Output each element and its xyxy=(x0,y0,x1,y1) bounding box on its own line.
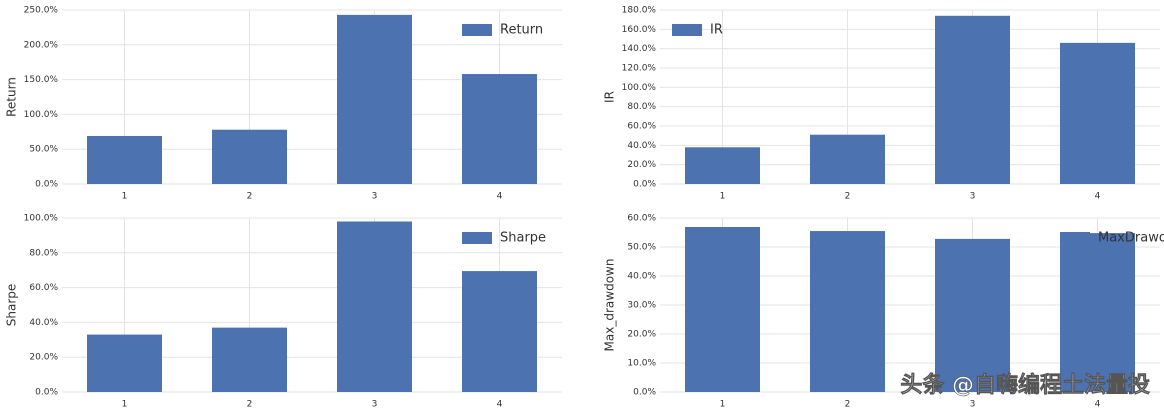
x-tick-label: 4 xyxy=(1095,192,1101,202)
bar xyxy=(810,134,885,184)
y-axis-label: Sharpe xyxy=(5,284,19,327)
legend-swatch xyxy=(462,232,492,244)
legend-swatch xyxy=(462,24,492,36)
y-tick-label: 160.0% xyxy=(622,25,657,35)
bar xyxy=(462,271,537,392)
bar xyxy=(685,226,760,392)
x-tick-label: 2 xyxy=(845,192,851,202)
y-tick-label: 100.0% xyxy=(24,110,59,120)
y-tick-label: 200.0% xyxy=(24,40,59,50)
bar xyxy=(337,14,412,185)
bar xyxy=(1060,42,1135,184)
y-tick-label: 100.0% xyxy=(24,214,59,224)
legend-label: Sharpe xyxy=(500,231,546,246)
legend-label: Return xyxy=(500,23,543,38)
legend-label: MaxDrawdown xyxy=(1098,231,1164,246)
x-tick-label: 3 xyxy=(372,400,378,410)
x-tick-label: 2 xyxy=(247,192,253,202)
x-tick-label: 1 xyxy=(122,192,128,202)
y-tick-label: 60.0% xyxy=(627,122,656,132)
x-tick-label: 2 xyxy=(845,400,851,410)
y-tick-label: 140.0% xyxy=(622,44,657,54)
y-tick-label: 10.0% xyxy=(627,359,656,369)
bar xyxy=(212,129,287,184)
y-tick-label: 250.0% xyxy=(24,6,59,16)
y-tick-label: 60.0% xyxy=(29,283,58,293)
x-tick-label: 3 xyxy=(970,400,976,410)
y-tick-label: 40.0% xyxy=(29,318,58,328)
y-tick-label: 0.0% xyxy=(35,180,58,190)
y-tick-label: 0.0% xyxy=(35,388,58,398)
bar xyxy=(685,147,760,184)
y-tick-label: 0.0% xyxy=(633,388,656,398)
y-tick-label: 180.0% xyxy=(622,6,657,16)
y-tick-label: 20.0% xyxy=(29,353,58,363)
y-axis-label: Max_drawdown xyxy=(603,259,617,352)
legend-swatch xyxy=(1060,232,1090,244)
bar xyxy=(935,15,1010,184)
bar xyxy=(87,135,162,184)
y-tick-label: 30.0% xyxy=(627,301,656,311)
x-tick-label: 4 xyxy=(497,400,503,410)
x-tick-label: 1 xyxy=(720,192,726,202)
x-tick-label: 1 xyxy=(122,400,128,410)
x-tick-label: 2 xyxy=(247,400,253,410)
y-tick-label: 80.0% xyxy=(29,248,58,258)
x-tick-label: 3 xyxy=(372,192,378,202)
y-tick-label: 40.0% xyxy=(627,141,656,151)
bar xyxy=(212,327,287,392)
y-tick-label: 120.0% xyxy=(622,64,657,74)
y-tick-label: 100.0% xyxy=(622,83,657,93)
x-tick-label: 1 xyxy=(720,400,726,410)
y-tick-label: 150.0% xyxy=(24,75,59,85)
y-tick-label: 50.0% xyxy=(627,243,656,253)
y-axis-label: IR xyxy=(603,91,617,103)
bar xyxy=(935,238,1010,392)
y-tick-label: 80.0% xyxy=(627,102,656,112)
bar xyxy=(462,74,537,184)
bar xyxy=(1060,233,1135,392)
x-tick-label: 3 xyxy=(970,192,976,202)
bar xyxy=(810,231,885,392)
x-tick-label: 4 xyxy=(497,192,503,202)
legend-label: IR xyxy=(710,23,723,38)
y-tick-label: 20.0% xyxy=(627,160,656,170)
legend-swatch xyxy=(672,24,702,36)
y-tick-label: 60.0% xyxy=(627,214,656,224)
bar xyxy=(87,334,162,392)
watermark: 头条 @自嗨编程土法量投 xyxy=(900,372,1150,398)
y-tick-label: 20.0% xyxy=(627,330,656,340)
y-tick-label: 0.0% xyxy=(633,180,656,190)
x-tick-label: 4 xyxy=(1095,400,1101,410)
bar xyxy=(337,221,412,392)
y-axis-label: Return xyxy=(5,77,19,117)
y-tick-label: 50.0% xyxy=(29,145,58,155)
y-tick-label: 40.0% xyxy=(627,272,656,282)
